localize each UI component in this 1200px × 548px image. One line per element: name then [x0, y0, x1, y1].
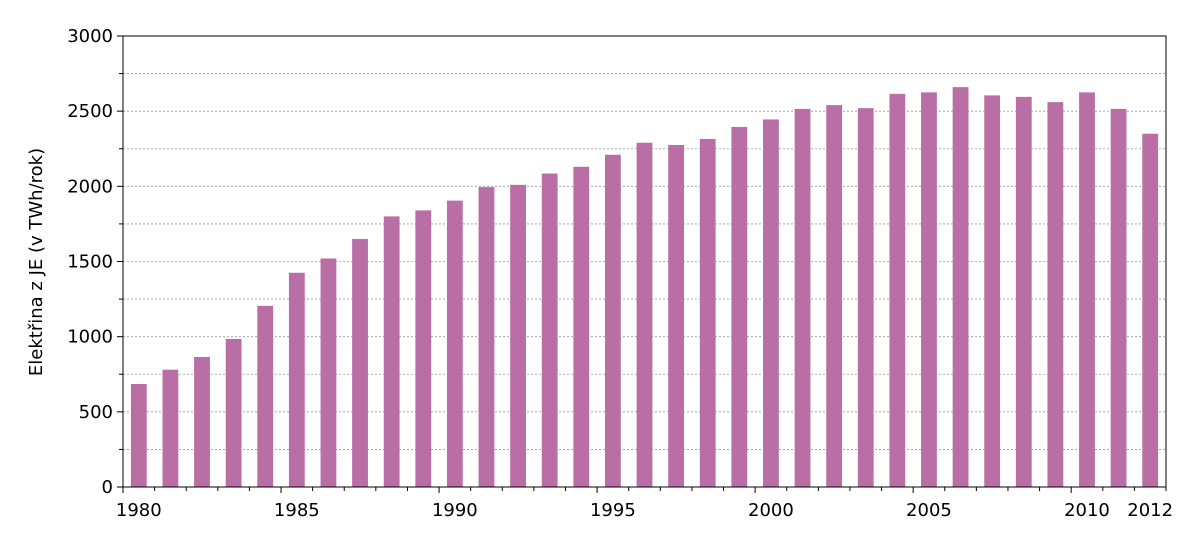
- bar-1995: [604, 154, 621, 487]
- bar-1986: [320, 258, 337, 487]
- bar-2008: [1015, 96, 1032, 487]
- y-tick-label: 0: [102, 477, 113, 498]
- bar-1981: [162, 369, 179, 487]
- bar-2011: [1110, 108, 1127, 487]
- x-tick-label: 2012: [1127, 500, 1173, 521]
- bar-1999: [731, 126, 748, 488]
- bar-1982: [194, 356, 210, 487]
- bar-2010: [1079, 92, 1095, 487]
- bar-2002: [826, 105, 843, 488]
- axes: [117, 35, 1167, 493]
- bar-1990: [446, 200, 463, 488]
- x-tick-label: 1985: [274, 500, 320, 521]
- bar-1997: [668, 144, 685, 487]
- y-tick-label: 1000: [67, 327, 113, 348]
- x-tick-label: 2005: [906, 500, 952, 521]
- bar-1998: [699, 138, 716, 487]
- bar-2007: [984, 95, 1001, 488]
- bar-1985: [288, 272, 305, 487]
- x-tick-label: 1990: [432, 500, 478, 521]
- bar-1996: [636, 142, 653, 487]
- bar-1987: [352, 238, 368, 487]
- y-axis-label: Elektřina z JE (v TWh/rok): [26, 148, 47, 376]
- bar-1983: [225, 338, 242, 487]
- x-tick-label: 1995: [590, 500, 636, 521]
- bar-2009: [1047, 102, 1064, 487]
- bar-1992: [510, 184, 526, 487]
- x-tick-labels: 1980 1985 1990 1995 2000 2005 2010 2012: [116, 500, 1173, 521]
- x-tick-label: 1980: [116, 500, 162, 521]
- y-tick-label: 2500: [67, 101, 113, 122]
- bar-2001: [794, 108, 811, 487]
- bar-2005: [921, 92, 937, 487]
- y-tick-label: 1500: [67, 252, 113, 273]
- y-tick-labels: 0 500 1000 1500 2000 2500 3000: [67, 26, 113, 498]
- bar-2003: [857, 108, 874, 487]
- x-tick-label: 2010: [1064, 500, 1110, 521]
- bar-2006: [952, 87, 969, 487]
- bar-1994: [573, 166, 590, 488]
- y-tick-label: 2000: [67, 176, 113, 197]
- y-tick-label: 3000: [67, 26, 113, 47]
- bar-1980: [130, 384, 147, 487]
- bar-1984: [257, 305, 274, 487]
- bar-1988: [383, 216, 400, 487]
- x-tick-label: 2000: [748, 500, 794, 521]
- bar-2000: [763, 119, 779, 487]
- bar-1993: [541, 173, 558, 487]
- bar-1991: [478, 187, 495, 487]
- bars: [130, 87, 1159, 488]
- bar-2012: [1142, 133, 1159, 487]
- bar-2004: [889, 93, 906, 488]
- y-tick-label: 500: [79, 402, 113, 423]
- bar-1989: [415, 210, 432, 488]
